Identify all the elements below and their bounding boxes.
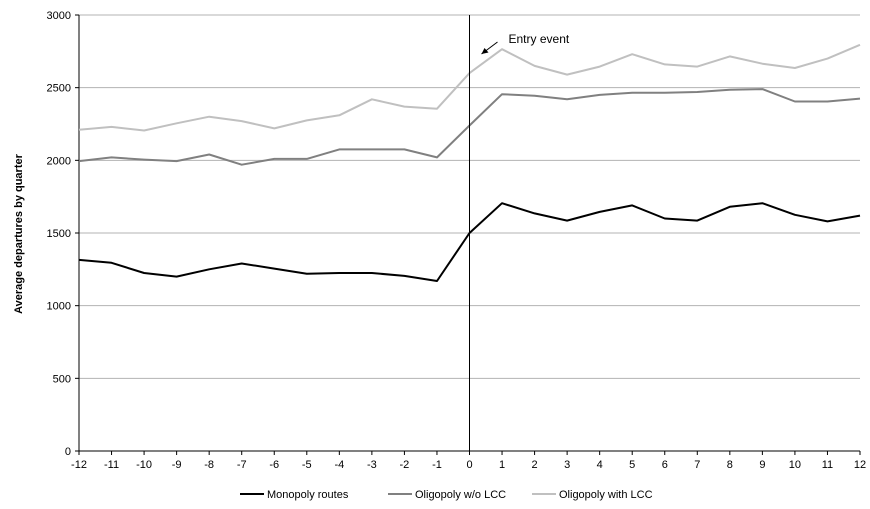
legend-label: Oligopoly with LCC: [559, 489, 653, 501]
y-axis-label: Average departures by quarter: [13, 153, 25, 313]
x-tick-label: -4: [334, 459, 344, 471]
x-tick-label: 8: [727, 459, 733, 471]
x-tick-label: 11: [822, 459, 833, 471]
y-tick-label: 2500: [47, 83, 71, 95]
x-tick-label: 3: [564, 459, 570, 471]
x-tick-labels: -12 -11 -10 -9 -8 -7 -6 -5 -4 -3 -2 -1 0 1 2 3 4 5 6 7 8 9 10 1…: [71, 459, 866, 471]
y-tick-label: 500: [53, 373, 71, 385]
x-tick-label: -11: [104, 459, 119, 471]
x-tick-label: 2: [532, 459, 538, 471]
y-tick-label: 1000: [47, 301, 71, 313]
x-tick-label: -1: [432, 459, 442, 471]
legend: Monopoly routes Oligopoly w/o LCC Oligopol…: [240, 489, 653, 501]
x-tick-label: 5: [629, 459, 635, 471]
x-tick-label: -3: [367, 459, 377, 471]
annotation-arrowhead: [481, 48, 489, 54]
x-tick-label: 1: [499, 459, 505, 471]
x-tick-label: -6: [269, 459, 279, 471]
x-tick-label: 6: [662, 459, 668, 471]
x-tick-label: -8: [204, 459, 214, 471]
x-tick-label: -2: [400, 459, 410, 471]
x-tick-label: -9: [172, 459, 182, 471]
x-tick-label: 0: [466, 459, 472, 471]
x-tick-label: -12: [71, 459, 87, 471]
legend-label: Oligopoly w/o LCC: [415, 489, 506, 501]
annotation-label: Entry event: [509, 32, 570, 46]
x-tick-label: -7: [237, 459, 247, 471]
x-tick-label: 7: [694, 459, 700, 471]
y-tick-label: 3000: [47, 10, 71, 22]
annotations: Entry event: [469, 15, 570, 451]
x-tick-label: 4: [597, 459, 603, 471]
x-tick-label: 9: [759, 459, 765, 471]
y-tick-label: 2000: [47, 155, 71, 167]
x-tick-label: 12: [854, 459, 866, 471]
x-tick-label: -5: [302, 459, 312, 471]
x-tick-label: -10: [136, 459, 152, 471]
y-tick-labels: 0 500 1000 1500 2000 2500 3000: [47, 10, 71, 458]
y-tick-label: 1500: [47, 228, 71, 240]
y-tick-label: 0: [65, 446, 71, 458]
x-tick-label: 10: [789, 459, 801, 471]
legend-label: Monopoly routes: [267, 489, 349, 501]
